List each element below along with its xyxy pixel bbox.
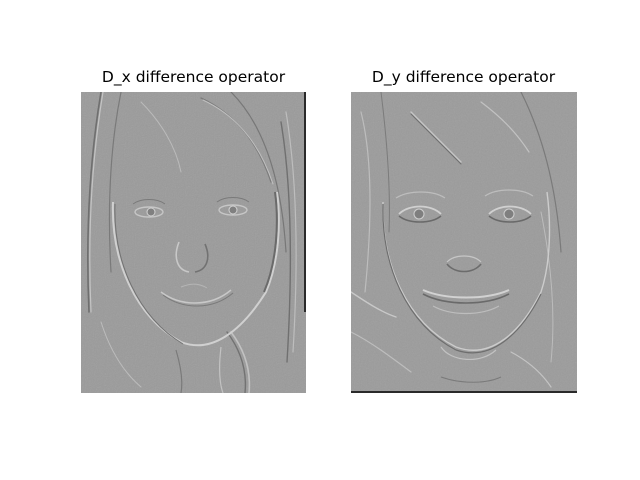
face-y-gradient-emboss — [351, 92, 577, 393]
panel-title-dy: D_y difference operator — [371, 68, 556, 86]
face-x-gradient-emboss — [81, 92, 306, 393]
image-dy-gradient — [351, 92, 577, 393]
image-dx-gradient — [81, 92, 306, 393]
panel-title-dx: D_x difference operator — [101, 68, 286, 86]
